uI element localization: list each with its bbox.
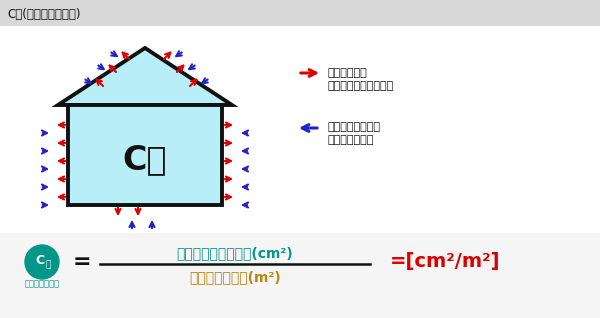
Text: C値: C値: [123, 143, 167, 176]
Text: すき間から外気が: すき間から外気が: [328, 122, 381, 132]
Circle shape: [25, 245, 59, 279]
Text: 値: 値: [46, 260, 50, 269]
Text: 室内の空気が: 室内の空気が: [328, 68, 368, 78]
Text: =: =: [73, 252, 91, 272]
Text: 室内に侵入する: 室内に侵入する: [328, 135, 374, 145]
Bar: [68, 105, 222, 205]
Polygon shape: [58, 48, 232, 105]
Text: =[cm²/m²]: =[cm²/m²]: [390, 252, 500, 272]
Text: 相当すき間面積: 相当すき間面積: [25, 280, 59, 288]
Text: すき間から外に逃げる: すき間から外に逃げる: [328, 81, 394, 91]
Bar: [0, 233, 600, 318]
Text: C: C: [35, 254, 44, 267]
Text: 建物の延床面積(m²): 建物の延床面積(m²): [189, 270, 281, 284]
Text: C値(相当すき間面積): C値(相当すき間面積): [7, 8, 80, 20]
Text: 家全体の隙間の合計(cm²): 家全体の隙間の合計(cm²): [176, 246, 293, 260]
Bar: [0, 0, 600, 26]
